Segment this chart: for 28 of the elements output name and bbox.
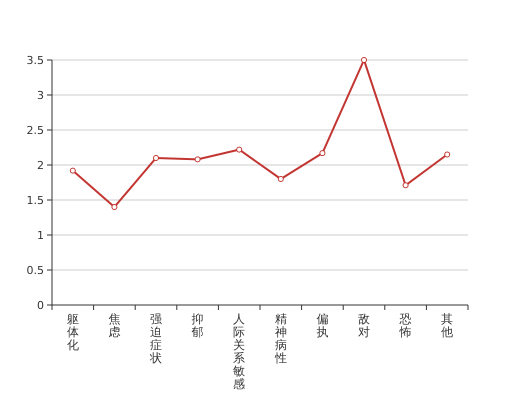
point xyxy=(111,204,118,210)
y-tick-label: 0 xyxy=(37,299,44,312)
y-tick-label: 2 xyxy=(37,159,44,172)
x-tick-label: 偏执 xyxy=(316,312,328,339)
point xyxy=(70,168,76,174)
point xyxy=(153,155,159,161)
point xyxy=(319,150,326,156)
x-tick-label: 其他 xyxy=(441,312,454,339)
x-tick-label: 恐怖 xyxy=(398,312,412,339)
x-tick-label: 抑郁 xyxy=(192,312,204,339)
point xyxy=(444,152,450,158)
point xyxy=(194,156,201,162)
x-tick-label: 人际关系敏感 xyxy=(233,312,246,391)
y-tick-label: 3.5 xyxy=(26,54,44,67)
x-tick-label: 焦虑 xyxy=(108,312,120,339)
x-tick-label: 精神病性 xyxy=(274,312,287,365)
y-tick-label: 2.5 xyxy=(26,124,44,137)
point xyxy=(278,176,284,182)
x-tick-label: 强迫症状 xyxy=(149,312,162,365)
y-tick-label: 3 xyxy=(37,89,44,102)
y-tick-label: 1 xyxy=(37,229,44,242)
x-tick-label: 敌对 xyxy=(358,312,370,339)
point xyxy=(236,146,242,153)
point xyxy=(361,57,367,63)
y-tick-label: 0.5 xyxy=(26,264,44,277)
point xyxy=(402,182,409,188)
y-tick-label: 1.5 xyxy=(26,194,44,207)
x-tick-label: 躯体化 xyxy=(66,312,79,352)
